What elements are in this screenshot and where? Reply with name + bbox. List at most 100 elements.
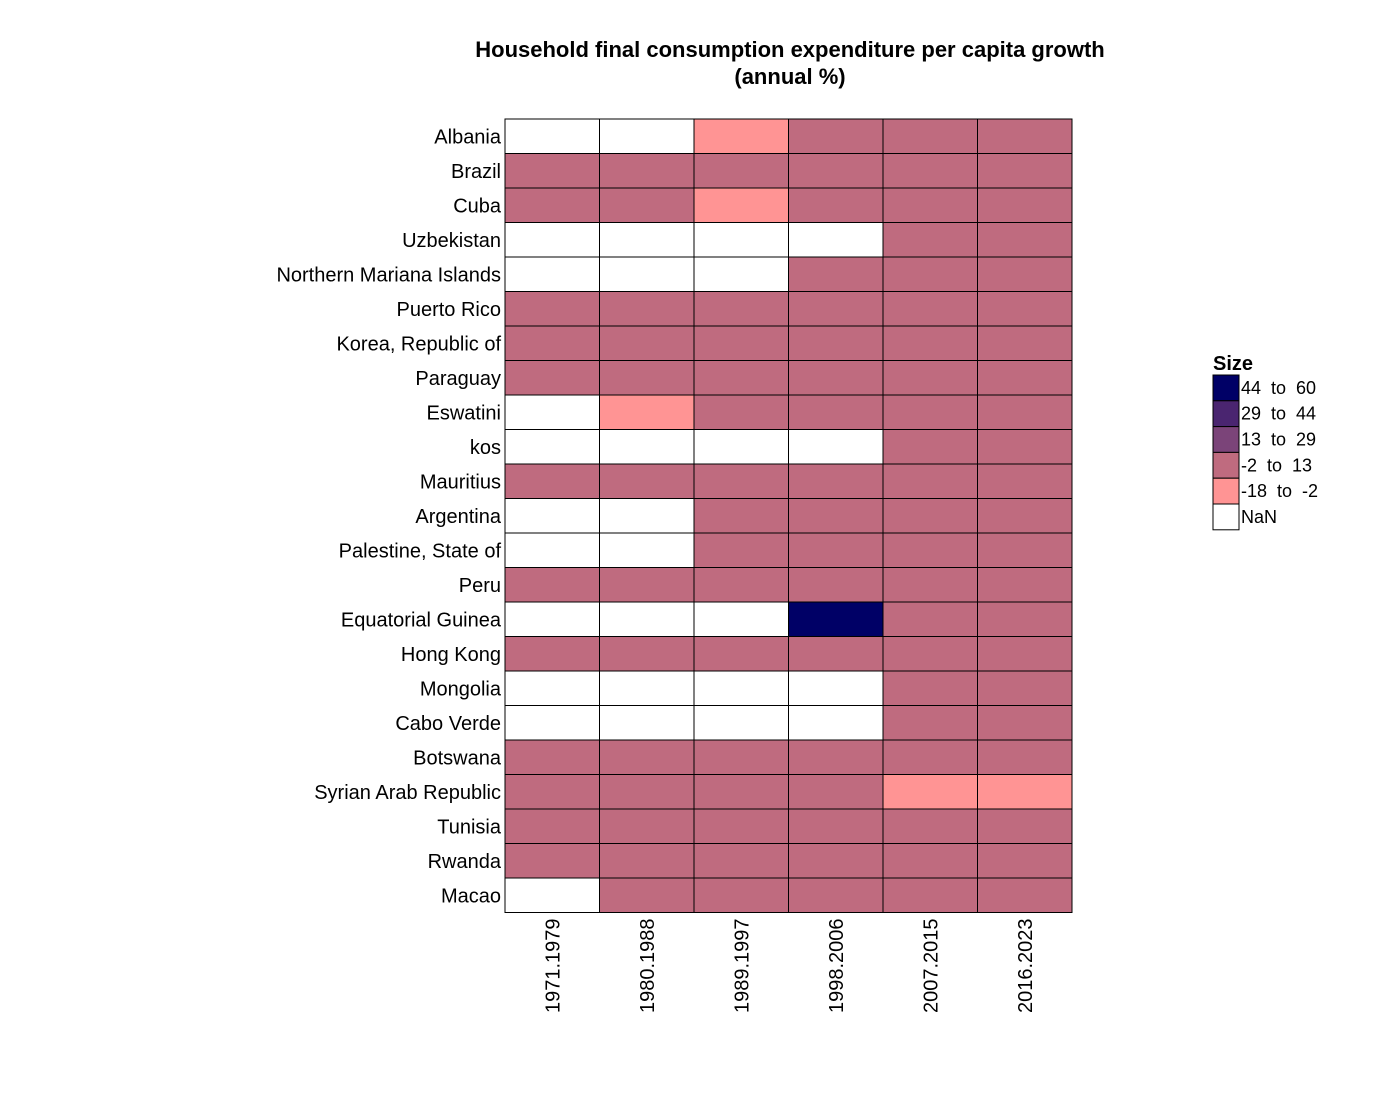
heatmap-cell — [788, 256, 884, 292]
heatmap-cell — [693, 153, 789, 189]
heatmap-cell — [504, 670, 600, 706]
legend-items: 44 to 60 29 to 44 13 to 29 -2 to 13 -18 to -… — [1212, 374, 1318, 531]
heatmap-cell — [504, 325, 600, 361]
row-label: Palestine, State of — [339, 540, 502, 562]
heatmap-cell — [599, 843, 695, 879]
heatmap-cell — [504, 774, 600, 810]
heatmap-cell — [882, 532, 978, 568]
heatmap-cell — [504, 567, 600, 603]
heatmap-cell — [693, 291, 789, 327]
heatmap-cell — [599, 325, 695, 361]
heatmap-cell — [599, 705, 695, 741]
heatmap-cell — [599, 118, 695, 154]
heatmap-cell — [882, 567, 978, 603]
row-label: Macao — [441, 885, 501, 907]
heatmap-cell — [977, 153, 1073, 189]
heatmap-cell — [882, 498, 978, 534]
row-label: Northern Mariana Islands — [276, 264, 501, 286]
heatmap-cell — [693, 429, 789, 465]
heatmap-cell — [788, 463, 884, 499]
heatmap-cell — [599, 498, 695, 534]
column-label: 1989.1997 — [731, 919, 753, 1014]
heatmap-cell — [693, 532, 789, 568]
legend-label: -18 to -2 — [1241, 481, 1318, 501]
legend-label: -2 to 13 — [1241, 455, 1312, 475]
heatmap-cell — [788, 843, 884, 879]
chart-title-line-1: Household final consumption expenditure … — [475, 37, 1105, 62]
heatmap-cell — [977, 843, 1073, 879]
heatmap-cell — [977, 705, 1073, 741]
heatmap-cell — [504, 532, 600, 568]
heatmap-cell — [504, 429, 600, 465]
heatmap-cell — [693, 670, 789, 706]
heatmap-cell — [882, 291, 978, 327]
heatmap-cell — [693, 567, 789, 603]
heatmap-cell — [599, 291, 695, 327]
heatmap-cell — [977, 774, 1073, 810]
heatmap-cell — [788, 153, 884, 189]
heatmap-cell — [599, 739, 695, 775]
heatmap-cell — [977, 187, 1073, 223]
heatmap-cell — [882, 256, 978, 292]
heatmap-cell — [599, 808, 695, 844]
heatmap-cell — [788, 394, 884, 430]
heatmap-cell — [599, 429, 695, 465]
legend-label: 44 to 60 — [1241, 378, 1316, 398]
heatmap-cell — [599, 670, 695, 706]
row-label: kos — [470, 437, 501, 459]
row-label: Puerto Rico — [397, 299, 502, 321]
row-label: Paraguay — [415, 368, 501, 390]
heatmap-cell — [599, 360, 695, 396]
heatmap-cell — [977, 222, 1073, 258]
row-label: Argentina — [415, 506, 501, 528]
row-label: Mongolia — [420, 678, 502, 700]
legend-label: 29 to 44 — [1241, 404, 1316, 424]
heatmap-cell — [788, 670, 884, 706]
legend-swatch — [1212, 451, 1240, 479]
heatmap-cell — [504, 636, 600, 672]
heatmap-cell — [882, 463, 978, 499]
heatmap-cell — [599, 222, 695, 258]
legend-label: 13 to 29 — [1241, 430, 1316, 450]
heatmap-cell — [693, 222, 789, 258]
column-label: 2007.2015 — [920, 919, 942, 1014]
heatmap-cell — [504, 463, 600, 499]
row-label: Botswana — [413, 747, 502, 769]
heatmap-cell — [788, 601, 884, 637]
heatmap-cell — [693, 118, 789, 154]
heatmap-cell — [693, 705, 789, 741]
heatmap-cell — [504, 808, 600, 844]
heatmap-cell — [693, 636, 789, 672]
heatmap-cell — [977, 877, 1073, 913]
heatmap-cell — [599, 463, 695, 499]
heatmap-cell — [504, 187, 600, 223]
legend-label: NaN — [1241, 507, 1277, 527]
heatmap-cell — [882, 808, 978, 844]
heatmap-cell — [788, 808, 884, 844]
heatmap-cell — [693, 877, 789, 913]
heatmap-cell — [693, 256, 789, 292]
heatmap-cell — [693, 739, 789, 775]
legend-swatch — [1212, 400, 1240, 428]
legend-title: Size — [1213, 353, 1253, 375]
heatmap-cell — [693, 808, 789, 844]
heatmap-cell — [882, 636, 978, 672]
column-label: 1971.1979 — [542, 919, 564, 1014]
heatmap-cell — [788, 498, 884, 534]
heatmap-cell — [504, 843, 600, 879]
heatmap-cell — [882, 774, 978, 810]
heatmap-cell — [599, 567, 695, 603]
heatmap-cell — [504, 360, 600, 396]
heatmap-cell — [693, 601, 789, 637]
column-labels: 1971.1979 1980.1988 1989.1997 1998.2006 2007… — [542, 919, 1037, 1014]
column-label: 1980.1988 — [637, 919, 659, 1014]
legend-swatch — [1212, 374, 1240, 402]
heatmap-cell — [882, 601, 978, 637]
heatmap-cell — [882, 153, 978, 189]
heatmap-cell — [504, 291, 600, 327]
heatmap-cell — [693, 360, 789, 396]
row-label: Cabo Verde — [395, 713, 501, 735]
heatmap-cell — [977, 808, 1073, 844]
heatmap-cell — [693, 774, 789, 810]
